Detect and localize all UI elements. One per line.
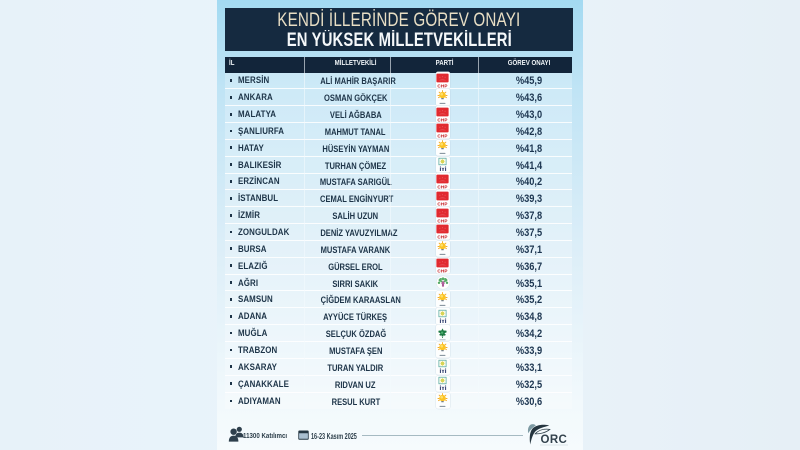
svg-text:CHP: CHP	[437, 218, 447, 223]
svg-text:CHP: CHP	[437, 184, 447, 189]
svg-text:CHP: CHP	[437, 134, 447, 139]
svg-text:CHP: CHP	[437, 83, 447, 88]
svg-text:CHP: CHP	[437, 235, 447, 240]
svg-text:CHP: CHP	[437, 201, 447, 206]
svg-text:CHP: CHP	[437, 269, 447, 274]
svg-text:ORC: ORC	[541, 434, 568, 446]
svg-text:CHP: CHP	[437, 117, 447, 122]
